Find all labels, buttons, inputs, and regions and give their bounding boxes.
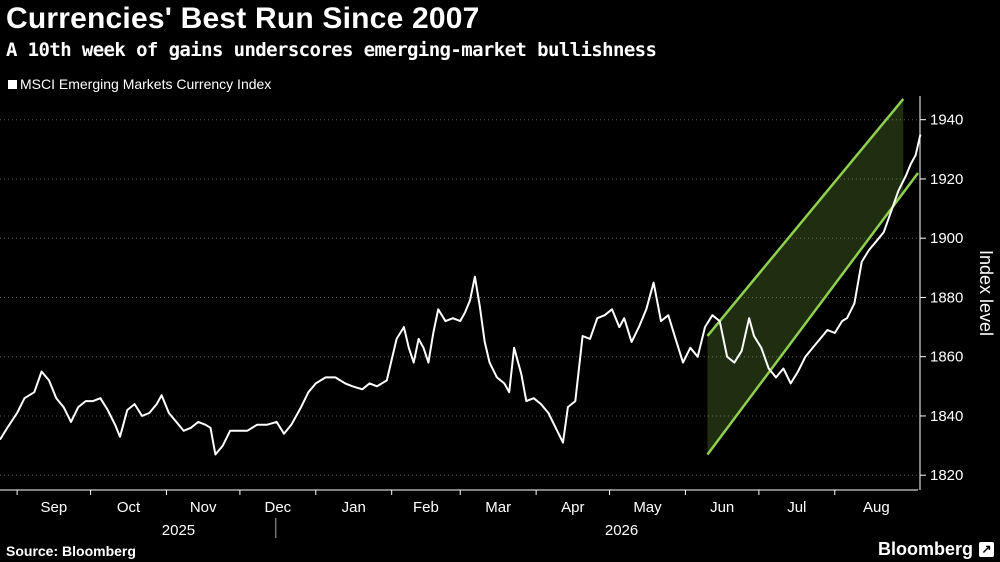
brand-logo: Bloomberg ↗ xyxy=(878,539,994,560)
chart-title: Currencies' Best Run Since 2007 xyxy=(6,2,480,35)
channel-band xyxy=(707,98,904,455)
x-tick-label: May xyxy=(633,499,662,516)
x-tick-label: Jan xyxy=(342,499,366,516)
x-tick-label: Oct xyxy=(117,499,141,516)
channel-lower-line xyxy=(706,172,920,456)
y-tick-label: 1900 xyxy=(930,230,963,247)
bloomberg-terminal-icon: ↗ xyxy=(979,542,994,557)
legend-swatch xyxy=(8,79,17,89)
x-year-label: 2025 xyxy=(162,522,195,539)
series-line xyxy=(0,134,922,456)
x-tick-label: Sep xyxy=(41,499,68,516)
x-tick-label: Apr xyxy=(561,499,584,516)
legend: MSCI Emerging Markets Currency Index xyxy=(8,76,271,92)
y-tick-label: 1820 xyxy=(930,467,963,484)
y-tick-label: 1860 xyxy=(930,349,963,366)
y-tick-label: 1940 xyxy=(930,112,963,129)
y-tick-label: 1880 xyxy=(930,289,963,306)
brand-name: Bloomberg xyxy=(877,539,973,559)
x-tick-label: Feb xyxy=(413,499,439,516)
y-axis-label: Index level xyxy=(976,250,996,336)
x-tick-label: Nov xyxy=(190,499,217,516)
x-year-label: 2026 xyxy=(605,522,638,539)
y-tick-label: 1840 xyxy=(930,408,963,425)
legend-label: MSCI Emerging Markets Currency Index xyxy=(20,76,272,92)
channel-upper-line xyxy=(706,98,905,337)
y-tick-label: 1920 xyxy=(930,171,963,188)
x-tick-label: Dec xyxy=(265,499,292,516)
chart-subtitle: A 10th week of gains underscores emergin… xyxy=(6,39,657,61)
x-tick-label: Jun xyxy=(710,499,734,516)
x-tick-label: Jul xyxy=(787,499,806,516)
source-note: Source: Bloomberg xyxy=(6,543,136,559)
x-tick-label: Aug xyxy=(863,499,890,516)
x-tick-label: Mar xyxy=(485,499,511,516)
